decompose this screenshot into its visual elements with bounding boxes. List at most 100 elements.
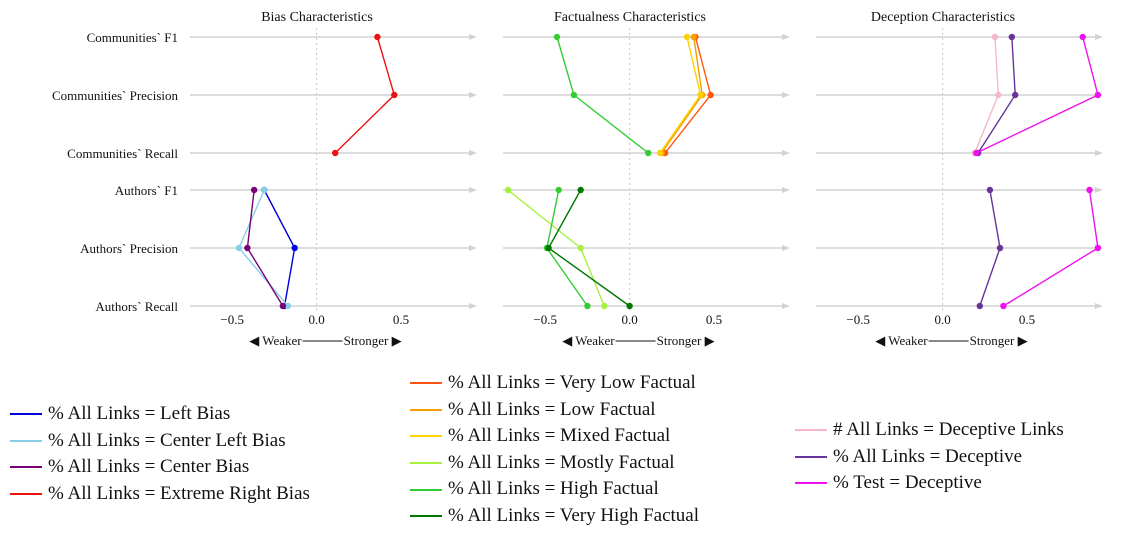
data-point <box>707 91 714 99</box>
panel-1: Factualness Characteristics −0.5 0.0 0.5 ◀ W… <box>503 10 790 348</box>
x-tick-label: 0.0 <box>308 312 324 327</box>
legend-deception: # All Links = Deceptive Links % All Links… <box>795 417 1064 497</box>
direction-stronger: Stronger ▶ <box>344 333 402 348</box>
legend-swatch <box>795 455 827 458</box>
legend-label: % All Links = Center Bias <box>48 456 250 478</box>
data-point <box>577 186 584 194</box>
row-axis-arrowhead <box>782 303 790 309</box>
panel-0: Bias Characteristics −0.5 0.0 0.5 ◀ Weaker St… <box>190 10 477 348</box>
series-communities-3 <box>973 33 1102 157</box>
x-tick-label: 0.5 <box>1019 312 1035 327</box>
legend-item: % All Links = Mostly Factual <box>410 450 699 477</box>
data-point <box>601 302 608 310</box>
legend-swatch <box>10 439 42 442</box>
row-axis-arrowhead <box>1095 303 1103 309</box>
series-authors-6 <box>545 186 633 310</box>
legend-swatch <box>410 435 442 438</box>
legend-bias: % All Links = Left Bias % All Links = Cen… <box>10 401 310 507</box>
direction-stronger: Stronger ▶ <box>657 333 715 348</box>
legend-item: % All Links = Mixed Factual <box>410 423 699 450</box>
panel-title: Deception Characteristics <box>871 10 1015 25</box>
x-tick-label: 0.0 <box>621 312 637 327</box>
series-authors-2 <box>976 186 1004 310</box>
data-point <box>291 244 298 252</box>
direction-weaker: ◀ Weaker <box>249 333 302 348</box>
data-point <box>986 186 994 194</box>
legend-swatch <box>795 429 827 432</box>
data-point <box>504 186 512 194</box>
legend-label: % Test = Deceptive <box>833 472 982 494</box>
legend-label: % All Links = Left Bias <box>48 403 231 424</box>
data-point <box>261 186 268 194</box>
legend-item: % All Links = Deceptive <box>795 444 1064 471</box>
row-axis-arrowhead <box>469 150 477 156</box>
x-tick-label: 0.5 <box>706 312 722 327</box>
row-label: Authors` Precision <box>80 241 178 256</box>
legend-label: % All Links = Mixed Factual <box>448 425 671 447</box>
legend-label: % All Links = Low Factual <box>448 398 656 420</box>
data-point <box>279 302 287 310</box>
row-label: Communities` Recall <box>67 146 178 161</box>
row-axis-arrowhead <box>782 92 790 98</box>
data-point <box>374 33 381 41</box>
row-axis-arrowhead <box>782 150 790 156</box>
data-point <box>1086 186 1093 194</box>
data-point <box>697 91 704 99</box>
data-point <box>973 149 980 157</box>
data-point <box>995 91 1002 99</box>
row-axis-arrowhead <box>782 245 790 251</box>
x-tick-label: −0.5 <box>220 312 244 327</box>
data-point <box>1000 302 1007 310</box>
legend-swatch <box>10 466 42 469</box>
legend-item: % All Links = Left Bias <box>10 401 310 428</box>
data-point <box>991 33 999 41</box>
data-point <box>976 302 983 310</box>
row-label: Authors` F1 <box>115 183 178 198</box>
legend-item: % All Links = High Factual <box>410 476 699 503</box>
data-point <box>690 33 697 41</box>
legend-swatch <box>410 515 442 518</box>
legend-item: % All Links = Extreme Right Bias <box>10 481 310 508</box>
legend-label: % All Links = High Factual <box>448 478 659 500</box>
row-axis-arrowhead <box>782 187 790 193</box>
series-authors-4 <box>1000 186 1102 310</box>
data-point <box>545 244 552 252</box>
data-point <box>250 186 258 194</box>
row-axis-arrowhead <box>782 34 790 40</box>
data-point <box>391 91 398 99</box>
data-point <box>570 91 578 99</box>
series-communities-4 <box>553 33 652 157</box>
data-point <box>1008 33 1016 41</box>
panel-title: Bias Characteristics <box>261 10 373 25</box>
series-communities-3 <box>331 33 398 157</box>
legend-item: % All Links = Center Bias <box>10 454 310 481</box>
x-tick-label: 0.0 <box>934 312 950 327</box>
data-point <box>683 33 691 41</box>
legend-label: % All Links = Very High Factual <box>448 504 700 526</box>
direction-weaker: ◀ Weaker <box>562 333 615 348</box>
data-point <box>996 244 1004 252</box>
data-point <box>235 244 243 252</box>
direction-stronger: Stronger ▶ <box>970 333 1028 348</box>
legend-swatch <box>410 382 442 385</box>
legend-item: % All Links = Center Left Bias <box>10 428 310 455</box>
data-point <box>553 33 561 41</box>
series-authors-2 <box>244 186 287 310</box>
legend-swatch <box>410 462 442 465</box>
data-point <box>1094 244 1102 252</box>
data-point <box>577 244 584 252</box>
row-axis-arrowhead <box>1095 150 1103 156</box>
legend-item: % All Links = Very High Factual <box>410 503 699 530</box>
row-axis-arrowhead <box>1095 187 1103 193</box>
data-point <box>284 302 292 310</box>
row-label: Authors` Recall <box>95 299 178 314</box>
series-communities-2 <box>656 33 704 157</box>
legend-label: % All Links = Deceptive <box>833 445 1023 467</box>
legend-item: % All Links = Very Low Factual <box>410 370 699 397</box>
data-point <box>626 302 633 310</box>
legend-item: % Test = Deceptive <box>795 470 1064 497</box>
legend-label: % All Links = Very Low Factual <box>448 372 696 393</box>
legend-item: # All Links = Deceptive Links <box>795 417 1064 444</box>
legend-swatch <box>795 482 827 485</box>
x-tick-label: −0.5 <box>846 312 870 327</box>
